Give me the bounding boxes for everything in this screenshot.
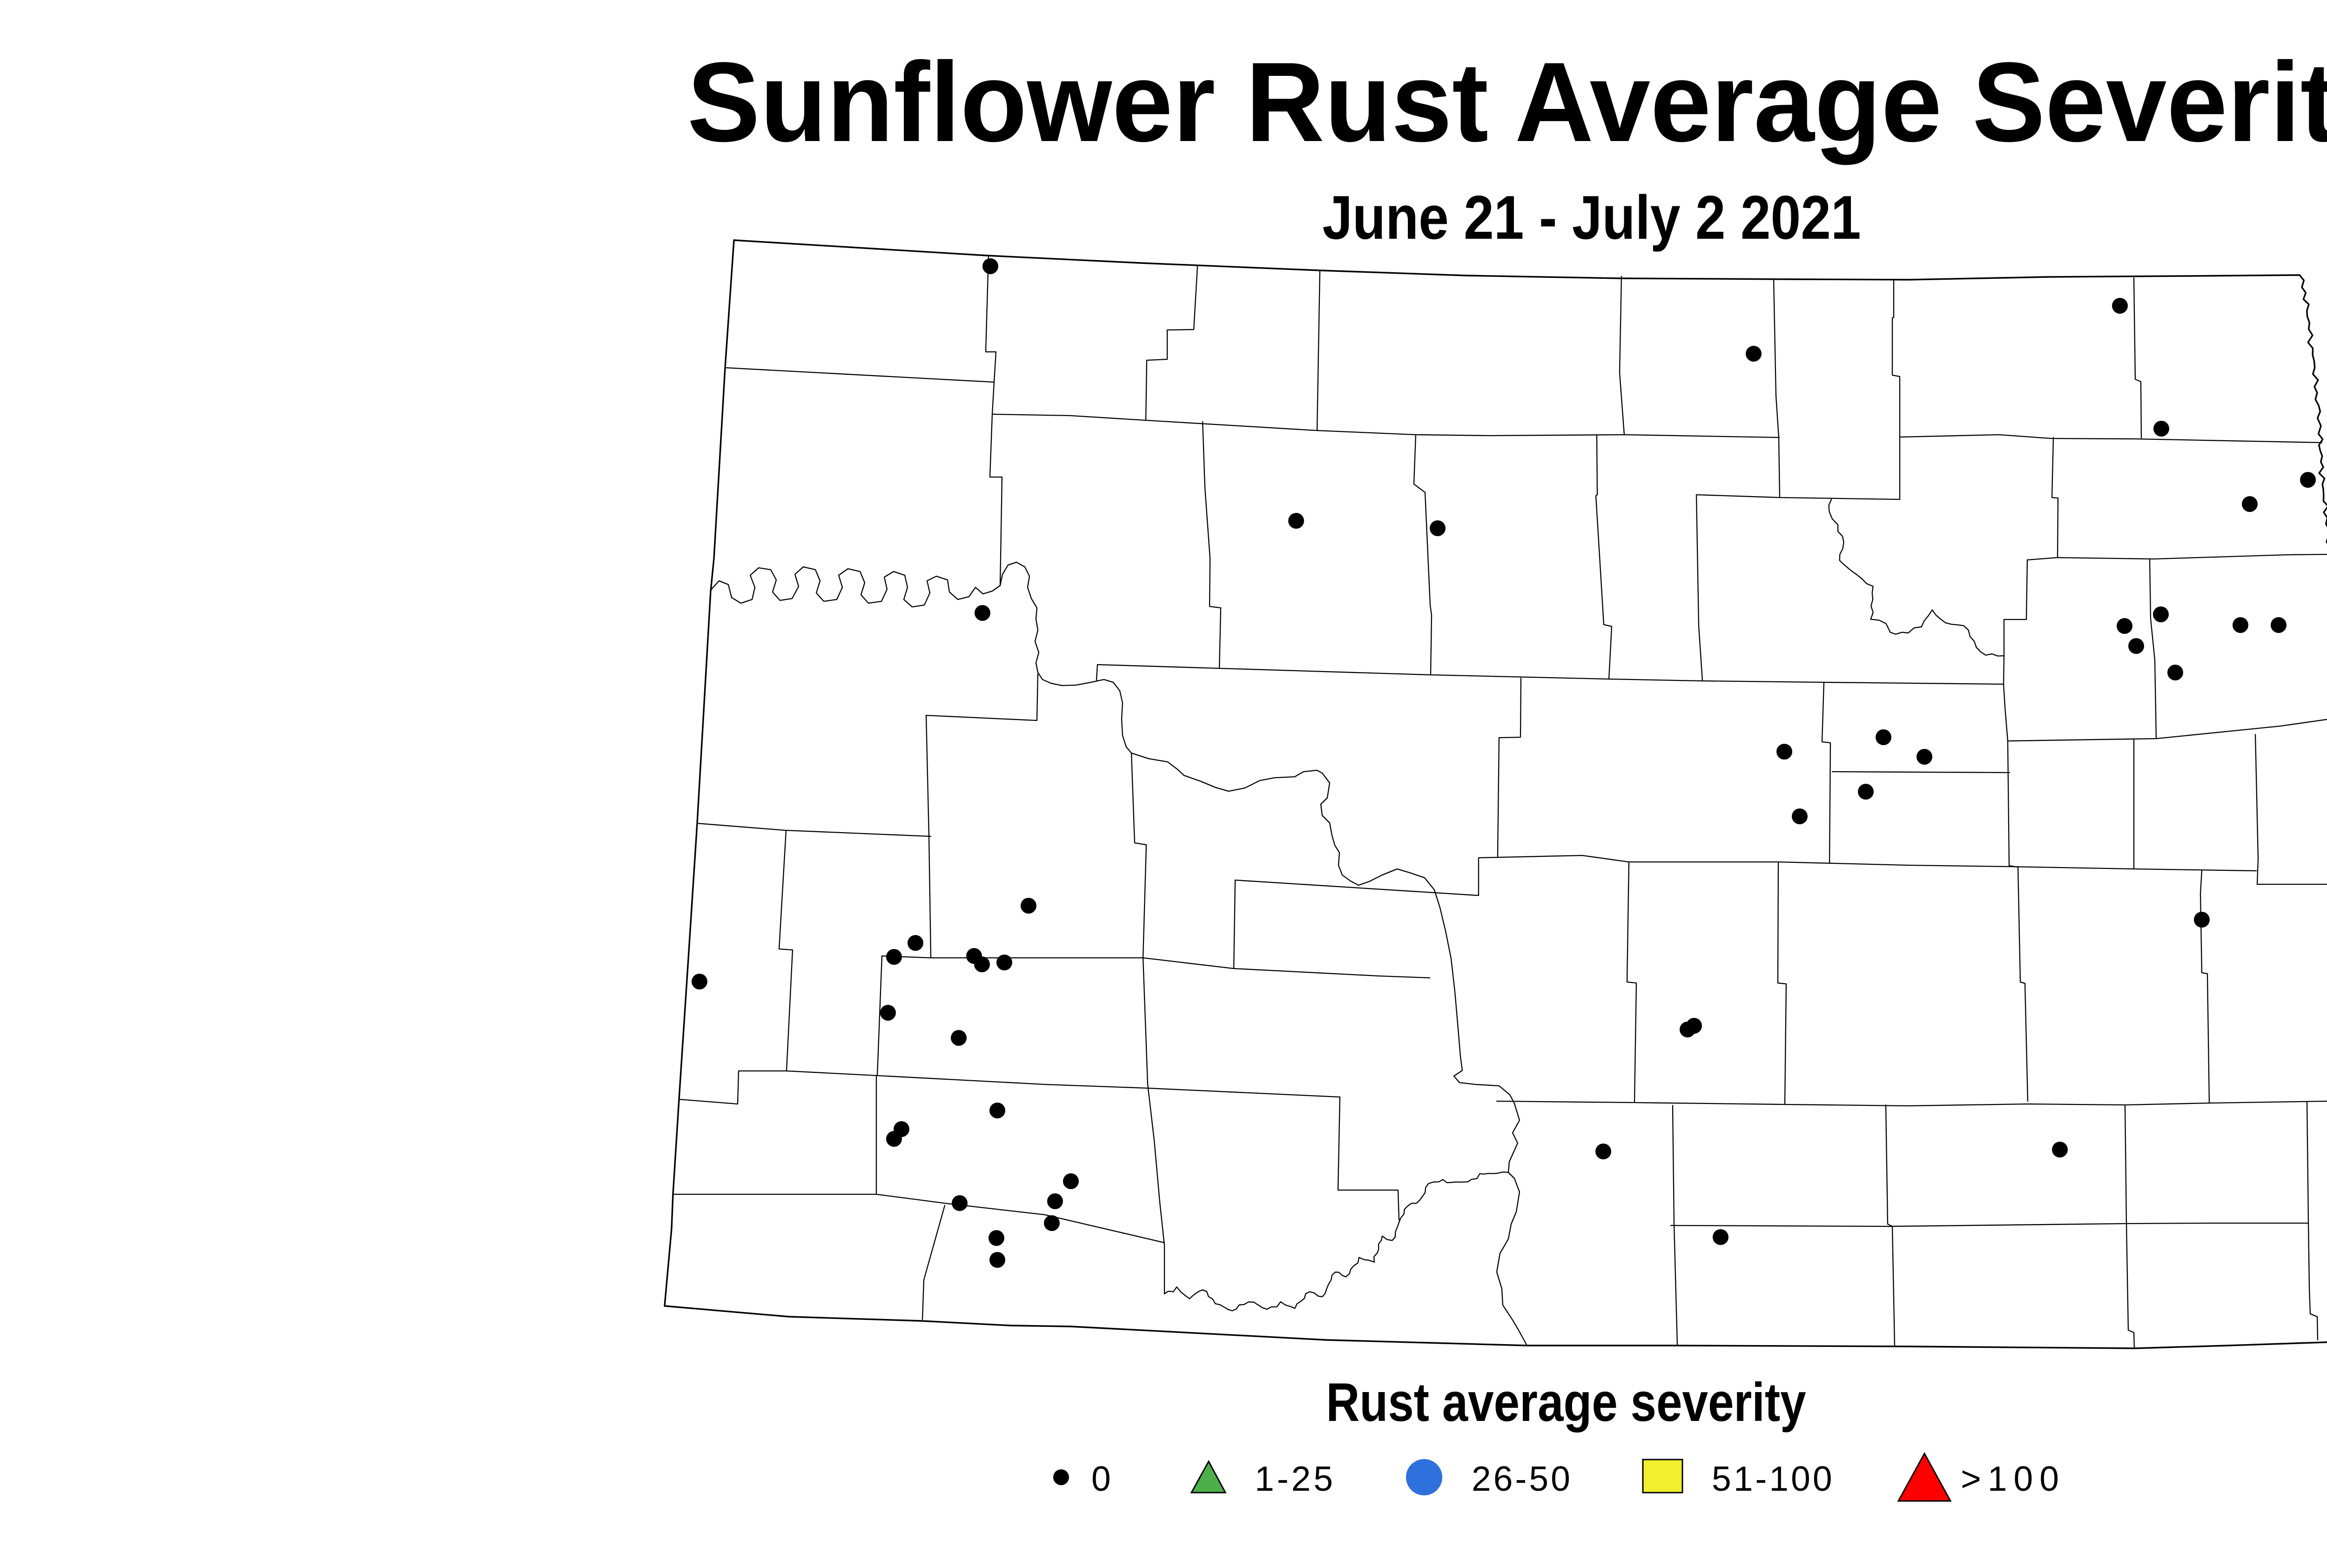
svg-text:Rust average severity: Rust average severity: [1326, 1373, 1806, 1433]
svg-text:June 21 - July 2 2021: June 21 - July 2 2021: [1322, 183, 1861, 252]
svg-text:0: 0: [1091, 1459, 1111, 1498]
svg-text:Sunflower Rust Average Severit: Sunflower Rust Average Severity: [687, 39, 2327, 165]
svg-text:1-25: 1-25: [1255, 1459, 1336, 1498]
svg-text:26-50: 26-50: [1472, 1459, 1573, 1498]
svg-text:>100: >100: [1961, 1459, 2065, 1498]
svg-text:51-100: 51-100: [1712, 1459, 1835, 1498]
